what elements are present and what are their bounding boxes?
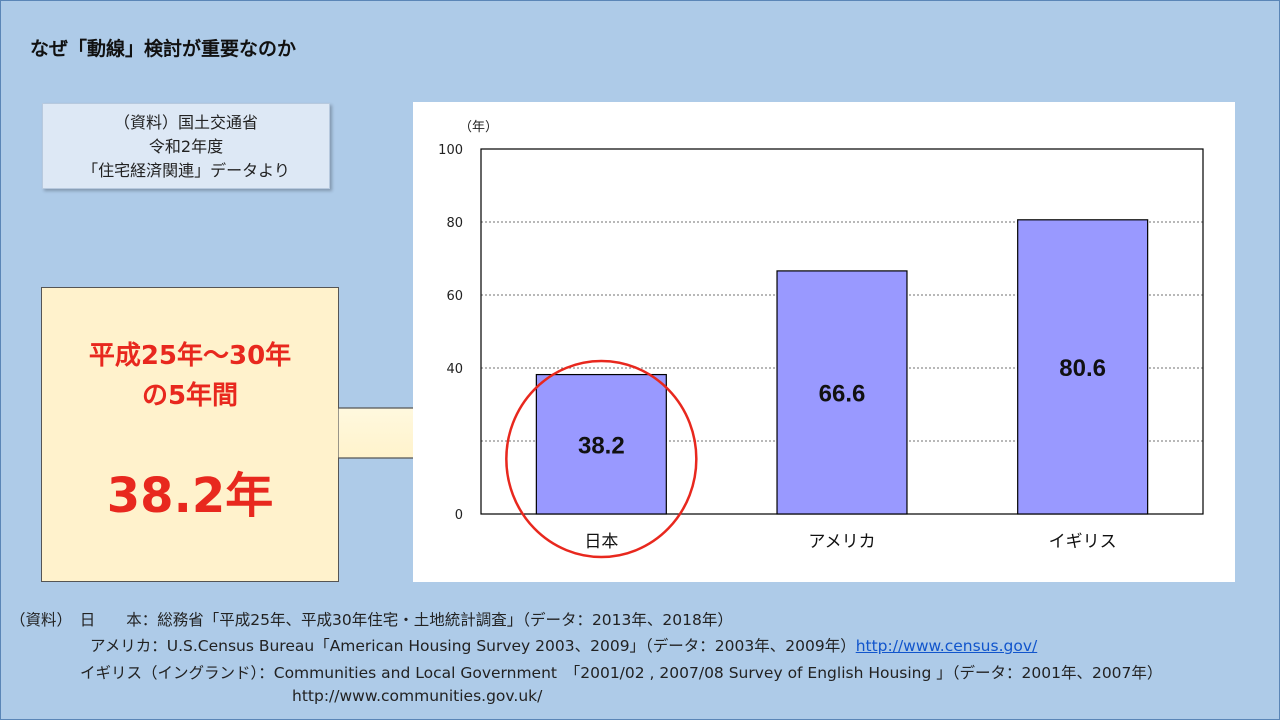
- x-tick-label: アメリカ: [808, 532, 875, 552]
- footnote-uk: イギリス（イングランド）：Communities and Local Gover…: [80, 664, 1163, 682]
- y-tick-labels: 0 40 60 80 100: [438, 143, 463, 523]
- page-title: なぜ「動線」検討が重要なのか: [30, 38, 297, 60]
- bar: [776, 270, 908, 515]
- highlight-period: 平成25年～30年 の5年間: [42, 336, 338, 416]
- highlight-value: 38.2年: [106, 468, 274, 524]
- chart-area: 38.2 66.6 80.6 0 40 60 80 100 日本 アメリカ イギリス （年）: [413, 102, 1235, 582]
- bar-chart: 38.2 66.6 80.6 0 40 60 80 100 日本 アメリカ イギリス （年）: [438, 120, 1204, 559]
- x-tick-labels: 日本 アメリカ イギリス: [584, 532, 1116, 552]
- y-tick-label: 80: [446, 216, 463, 231]
- bars: 38.2 66.6 80.6: [535, 219, 1149, 515]
- footnote-uk-url: http://www.communities.gov.uk/: [292, 687, 543, 705]
- highlight-period-line-1: 平成25年～30年: [88, 341, 292, 371]
- footnote-usa-text: アメリカ：U.S.Census Bureau「American Housing …: [90, 637, 856, 655]
- y-tick-label: 60: [446, 289, 463, 304]
- x-tick-label: 日本: [584, 532, 618, 552]
- x-tick-label: イギリス: [1049, 532, 1117, 552]
- footnote-japan: （資料） 日 本：総務省「平成25年、平成30年住宅・土地統計調査」（データ：2…: [10, 611, 733, 629]
- highlight-callout-box: 平成25年～30年 の5年間 38.2年: [41, 287, 339, 582]
- highlight-circle: [505, 359, 698, 559]
- census-link[interactable]: http://www.census.gov/: [855, 637, 1038, 655]
- source-line-2: 令和2年度: [148, 137, 224, 156]
- data-label: 80.6: [1059, 355, 1106, 382]
- y-tick-label: 0: [455, 508, 463, 523]
- source-note-box: （資料）国土交通省 令和2年度 「住宅経済関連」データより: [42, 103, 330, 189]
- highlight-period-line-2: の5年間: [141, 381, 239, 411]
- source-line-3: 「住宅経済関連」データより: [82, 161, 290, 180]
- data-label: 38.2: [578, 432, 625, 459]
- bar: [1017, 219, 1149, 515]
- data-label: 66.6: [819, 380, 866, 407]
- bar: [535, 373, 667, 515]
- footnotes: （資料） 日 本：総務省「平成25年、平成30年住宅・土地統計調査」（データ：2…: [0, 603, 1280, 720]
- y-unit-label: （年）: [459, 120, 498, 135]
- y-tick-label: 100: [438, 143, 463, 158]
- source-line-1: （資料）国土交通省: [113, 113, 258, 132]
- footnote-usa: アメリカ：U.S.Census Bureau「American Housing …: [90, 634, 1037, 656]
- y-tick-label: 40: [446, 362, 463, 377]
